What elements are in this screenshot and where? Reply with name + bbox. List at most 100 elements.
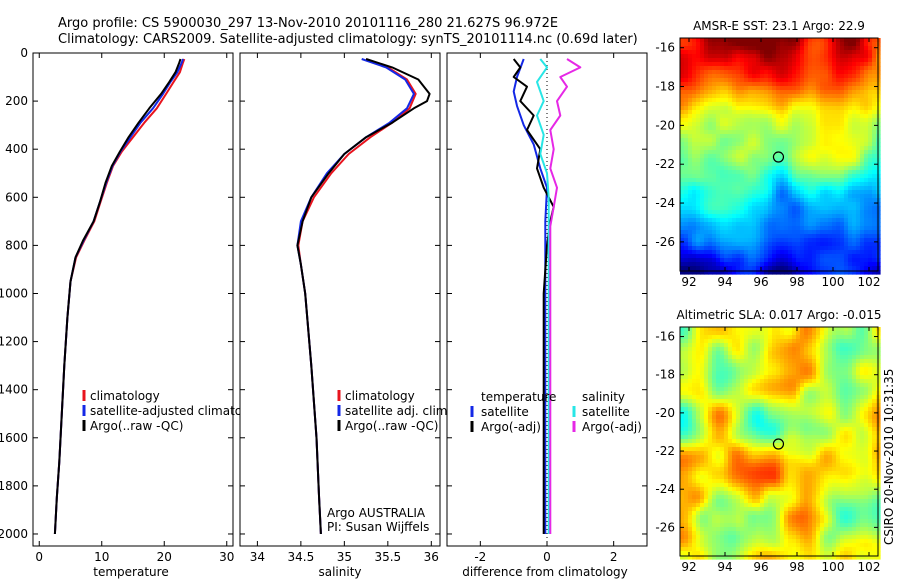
map-cell <box>796 90 801 95</box>
map-cell <box>744 138 749 143</box>
map-cell <box>844 399 849 404</box>
map-cell <box>780 266 785 271</box>
map-cell <box>760 387 765 392</box>
map-cell <box>760 246 765 251</box>
map-cell <box>872 62 877 67</box>
map-cell <box>768 359 773 364</box>
map-cell <box>708 331 713 336</box>
map-cell <box>680 78 685 83</box>
map-cell <box>772 335 777 340</box>
map-cell <box>756 82 761 87</box>
map-cell <box>772 190 777 195</box>
map-cell <box>780 98 785 103</box>
map-cell <box>716 455 721 460</box>
map-cell <box>688 218 693 223</box>
map-cell <box>836 238 841 243</box>
map-cell <box>736 114 741 119</box>
map-cell <box>684 379 689 384</box>
map-cell <box>704 347 709 352</box>
map-cell <box>700 210 705 215</box>
map-cell <box>812 62 817 67</box>
map-cell <box>712 114 717 119</box>
map-cell <box>740 174 745 179</box>
map-cell <box>764 134 769 139</box>
map-cell <box>680 467 685 472</box>
map-cell <box>700 427 705 432</box>
map-cell <box>800 94 805 99</box>
map-cell <box>756 387 761 392</box>
map-cell <box>856 399 861 404</box>
map-cell <box>856 174 861 179</box>
map-cell <box>704 98 709 103</box>
map-cell <box>856 351 861 356</box>
map-cell <box>864 170 869 175</box>
map-cell <box>828 431 833 436</box>
map-cell <box>820 455 825 460</box>
map-cell <box>868 427 873 432</box>
map-cell <box>680 363 685 368</box>
map-cell <box>772 166 777 171</box>
map-cell <box>824 419 829 424</box>
map-cell <box>764 258 769 263</box>
map-cell <box>856 134 861 139</box>
y-tick-label: -20 <box>655 118 675 132</box>
map-cell <box>872 186 877 191</box>
map-cell <box>804 331 809 336</box>
map-cell <box>732 331 737 336</box>
map-cell <box>820 142 825 147</box>
y-tick-label: 1600 <box>0 431 28 445</box>
map-cell <box>728 210 733 215</box>
map-cell <box>744 258 749 263</box>
map-cell <box>748 134 753 139</box>
map-cell <box>732 327 737 332</box>
map-cell <box>740 154 745 159</box>
map-cell <box>840 134 845 139</box>
map-cell <box>748 447 753 452</box>
map-cell <box>872 367 877 372</box>
map-cell <box>864 463 869 468</box>
map-cell <box>868 122 873 127</box>
map-cell <box>692 246 697 251</box>
map-cell <box>808 134 813 139</box>
map-cell <box>872 399 877 404</box>
map-cell <box>696 459 701 464</box>
map-cell <box>808 166 813 171</box>
map-cell <box>716 202 721 207</box>
map-cell <box>740 246 745 251</box>
map-cell <box>748 222 753 227</box>
map-cell <box>696 82 701 87</box>
map-cell <box>768 250 773 255</box>
map-cell <box>800 186 805 191</box>
map-cell <box>848 154 853 159</box>
map-cell <box>724 246 729 251</box>
map-cell <box>864 451 869 456</box>
map-cell <box>780 471 785 476</box>
map-cell <box>748 150 753 155</box>
map-cell <box>832 46 837 51</box>
map-cell <box>848 58 853 63</box>
map-cell <box>752 242 757 247</box>
map-cell <box>684 254 689 259</box>
map-cell <box>680 427 685 432</box>
map-cell <box>728 254 733 259</box>
map-cell <box>840 114 845 119</box>
map-cell <box>748 114 753 119</box>
map-cell <box>696 50 701 55</box>
map-cell <box>808 74 813 79</box>
map-cell <box>728 383 733 388</box>
map-cell <box>776 363 781 368</box>
map-cell <box>844 234 849 239</box>
map-cell <box>832 142 837 147</box>
map-cell <box>688 447 693 452</box>
map-cell <box>736 122 741 127</box>
map-cell <box>728 146 733 151</box>
map-cell <box>824 455 829 460</box>
map-cell <box>844 190 849 195</box>
map-cell <box>868 46 873 51</box>
map-cell <box>776 399 781 404</box>
map-cell <box>696 166 701 171</box>
map-cell <box>692 463 697 468</box>
map-cell <box>744 74 749 79</box>
map-cell <box>716 331 721 336</box>
map-cell <box>724 351 729 356</box>
